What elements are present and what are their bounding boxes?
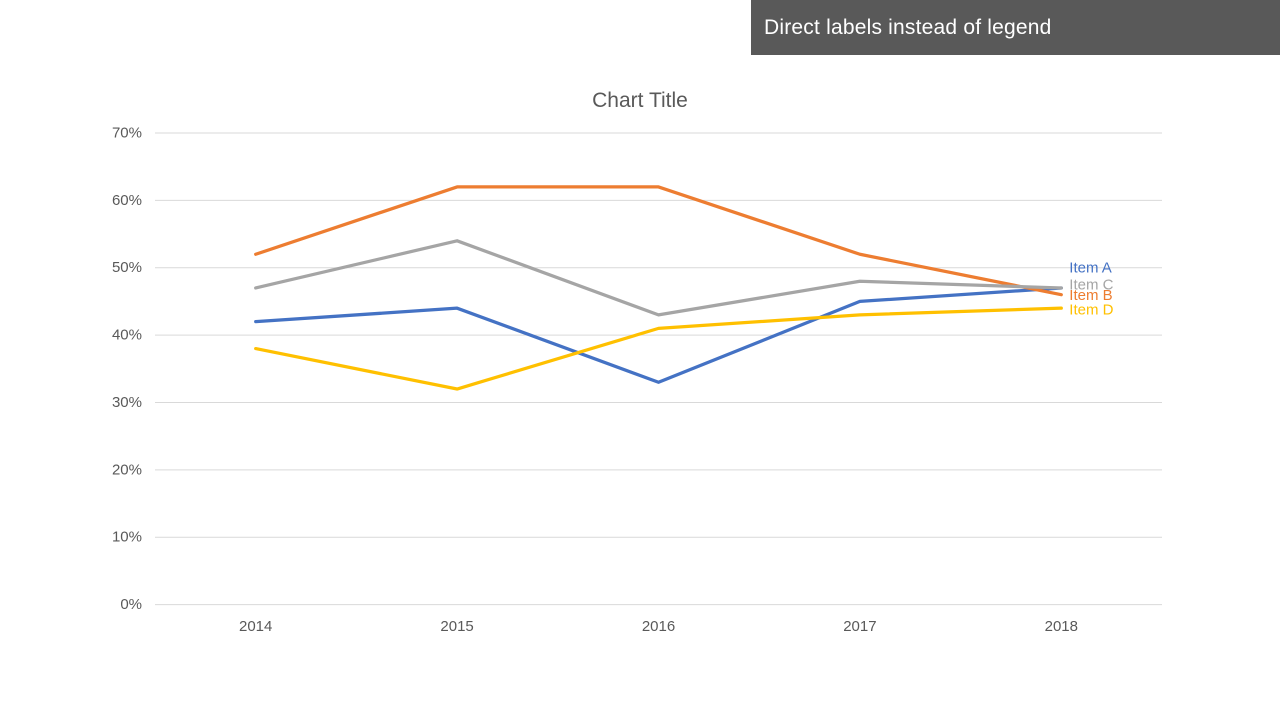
y-tick-label: 50% xyxy=(112,259,142,276)
series-label-item-d: Item D xyxy=(1069,302,1113,319)
series-line-item-d xyxy=(254,306,1063,391)
series-label-item-b: Item B xyxy=(1069,287,1112,304)
series-label-item-a: Item A xyxy=(1069,259,1112,276)
chart-title: Chart Title xyxy=(592,89,688,112)
series-line-item-c xyxy=(254,239,1063,317)
y-tick-label: 0% xyxy=(120,596,142,613)
y-tick-label: 10% xyxy=(112,529,142,546)
y-tick-label: 60% xyxy=(112,192,142,209)
y-tick-label: 20% xyxy=(112,461,142,478)
slide-header-banner: Direct labels instead of legend xyxy=(751,0,1280,55)
y-tick-label: 30% xyxy=(112,394,142,411)
series-line-item-b xyxy=(254,185,1063,297)
x-tick-label: 2016 xyxy=(642,618,675,635)
series-label-item-c: Item C xyxy=(1069,276,1113,293)
x-tick-label: 2014 xyxy=(239,618,272,635)
x-tick-label: 2017 xyxy=(843,618,876,635)
x-tick-label: 2018 xyxy=(1045,618,1078,635)
banner-title: Direct labels instead of legend xyxy=(764,15,1052,39)
x-tick-label: 2015 xyxy=(440,618,473,635)
series-line-item-a xyxy=(254,286,1063,384)
y-tick-label: 40% xyxy=(112,327,142,344)
y-tick-label: 70% xyxy=(112,125,142,142)
